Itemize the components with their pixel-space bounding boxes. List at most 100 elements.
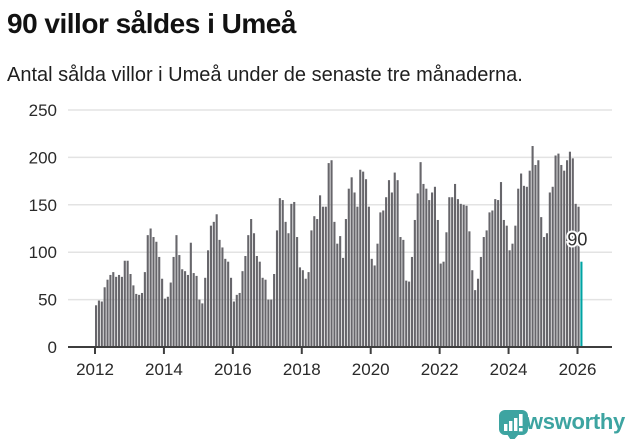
bar (442, 261, 445, 347)
bar (382, 210, 385, 347)
bar (465, 205, 468, 347)
bar (207, 250, 210, 347)
bar (364, 179, 368, 347)
bar (359, 169, 362, 347)
bar (161, 278, 164, 347)
bar (298, 267, 302, 347)
bar (456, 199, 459, 347)
bar (350, 177, 353, 347)
bar (402, 239, 405, 347)
bar (100, 301, 103, 347)
bar (433, 186, 436, 347)
bar (229, 277, 233, 347)
bar (184, 271, 187, 347)
bar (385, 197, 388, 347)
x-tick-label: 2026 (559, 360, 597, 379)
bar (218, 239, 221, 347)
bar (327, 163, 330, 347)
bar (267, 299, 270, 347)
bar (330, 160, 333, 347)
bar (169, 282, 172, 347)
bar (485, 230, 488, 347)
chart-subtitle: Antal sålda villor i Umeå under de senas… (7, 64, 523, 86)
bar (376, 243, 379, 347)
bar (201, 303, 204, 347)
bar (347, 188, 350, 347)
bar (419, 162, 422, 347)
bar (195, 275, 198, 347)
bar (221, 247, 224, 347)
bar (408, 281, 411, 347)
bar (204, 277, 207, 347)
bar (508, 250, 511, 347)
bar (235, 294, 238, 347)
bar (517, 188, 520, 347)
bar (316, 219, 319, 347)
x-tick-label: 2014 (145, 360, 183, 379)
bar (445, 232, 448, 347)
bar (362, 171, 365, 347)
bar (422, 183, 425, 347)
newsworthy-logo-icon (499, 410, 529, 439)
bar (514, 225, 517, 347)
x-tick-label: 2018 (283, 360, 321, 379)
bar (454, 183, 457, 347)
bar (103, 287, 106, 347)
bar (543, 237, 546, 347)
bar (238, 292, 241, 347)
bar (146, 235, 149, 347)
bar (416, 193, 419, 347)
bar (149, 228, 152, 347)
bar (143, 272, 146, 347)
bar (304, 278, 307, 347)
y-tick-label: 50 (38, 291, 57, 310)
bar (117, 274, 121, 347)
bar (387, 180, 391, 347)
bar (488, 212, 491, 347)
bar (212, 221, 215, 347)
chart-title: 90 villor såldes i Umeå (7, 8, 296, 39)
bar (399, 237, 402, 347)
bar (522, 185, 526, 347)
bar (560, 164, 563, 347)
bar (405, 280, 408, 347)
bar (250, 219, 253, 347)
bar (227, 261, 230, 347)
x-tick-label: 2012 (76, 360, 114, 379)
y-tick-label: 250 (29, 101, 57, 120)
bar (261, 277, 264, 347)
bar (353, 192, 356, 347)
bar (284, 221, 287, 347)
bar (563, 170, 566, 347)
bar (273, 274, 276, 347)
bar (370, 258, 373, 347)
bar (307, 272, 310, 347)
bar (494, 199, 497, 347)
bar (181, 269, 184, 347)
bar (468, 231, 471, 347)
bar (574, 203, 577, 347)
bar (356, 206, 359, 347)
bar (296, 237, 299, 347)
bar (545, 233, 548, 347)
bar (241, 271, 244, 347)
bar (166, 296, 169, 347)
bar (497, 200, 500, 347)
bar (537, 160, 540, 347)
bar (540, 217, 543, 347)
bar (557, 153, 560, 347)
bar (413, 219, 416, 347)
x-tick-label: 2016 (214, 360, 252, 379)
bar (476, 278, 480, 347)
bar (499, 182, 503, 347)
bar (278, 198, 281, 347)
bar (462, 204, 465, 347)
bar (439, 263, 442, 347)
y-tick-label: 150 (29, 196, 57, 215)
bar (505, 225, 508, 347)
bar (474, 290, 477, 347)
bar (138, 294, 141, 347)
bar (428, 200, 431, 347)
